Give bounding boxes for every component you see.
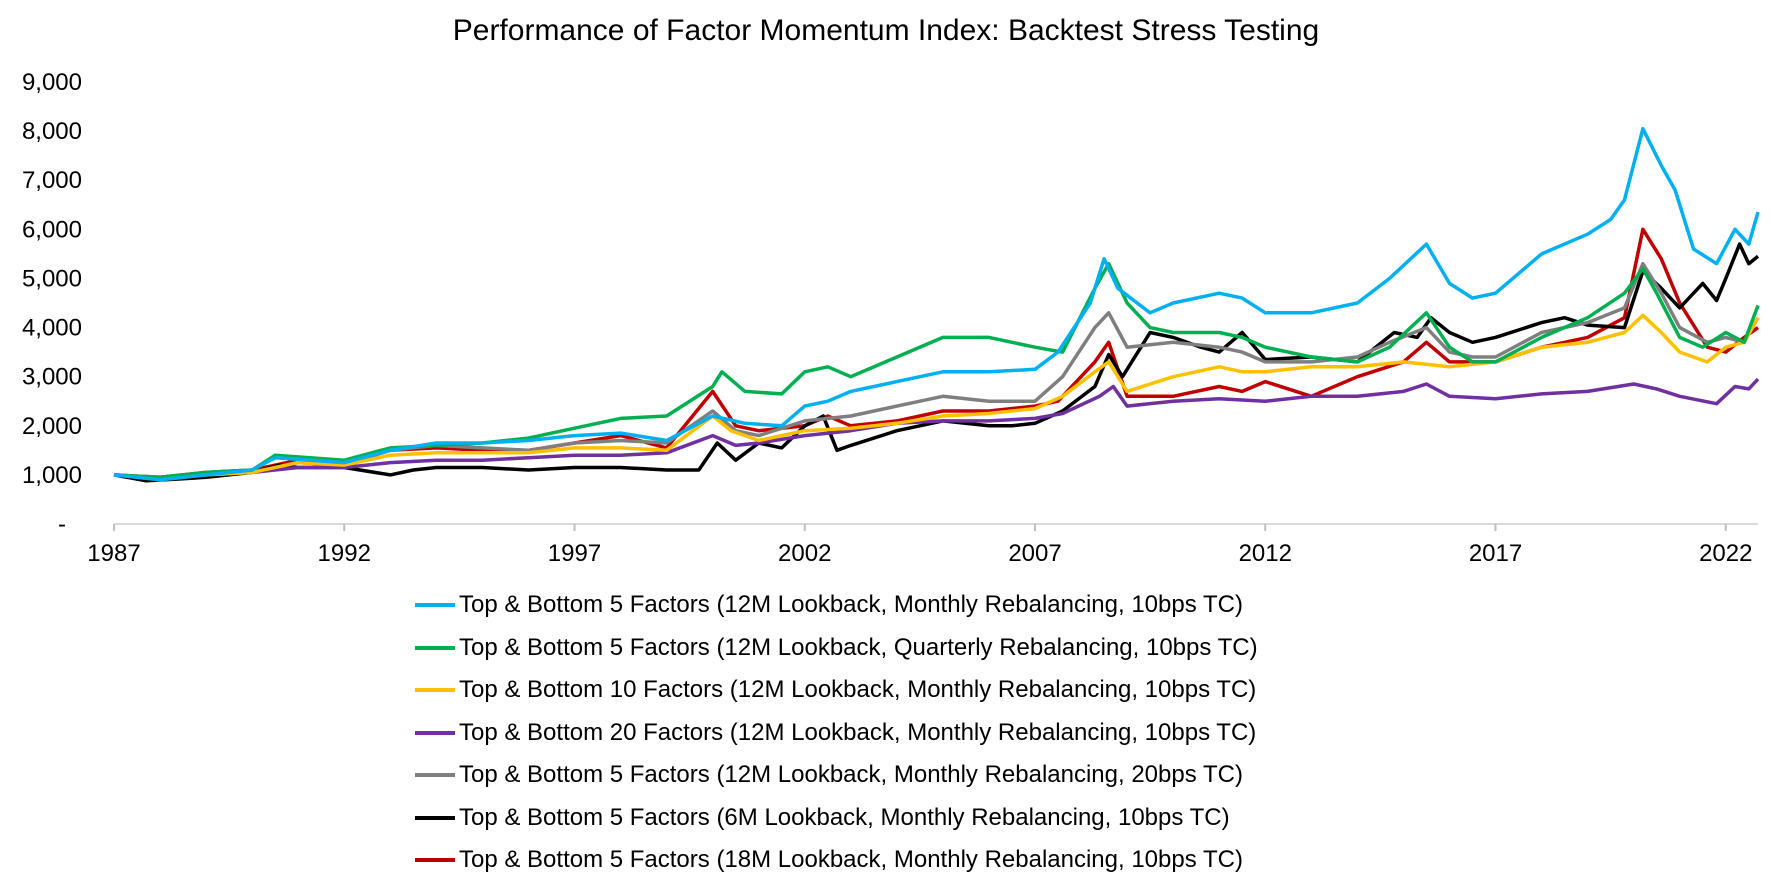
legend-swatch (415, 603, 455, 608)
legend-item: Top & Bottom 10 Factors (12M Lookback, M… (415, 669, 1258, 712)
y-axis: - 1,000 2,000 3,000 4,000 5,000 6,000 7,000 8,00… (22, 69, 82, 538)
line-chart: - 1,000 2,000 3,000 4,000 5,000 6,000 7,000 8,00… (22, 69, 1760, 567)
legend-swatch (415, 730, 455, 735)
y-tick-label: 3,000 (22, 364, 82, 391)
legend-swatch (415, 688, 455, 693)
x-tick-label: 2007 (1008, 540, 1061, 567)
x-tick-label: 1997 (548, 540, 601, 567)
y-tick-label: 5,000 (22, 265, 82, 292)
legend-item: Top & Bottom 5 Factors (12M Lookback, Mo… (415, 584, 1258, 627)
series-line-3 (113, 313, 1760, 480)
x-tick-label: 2017 (1469, 540, 1522, 567)
x-tick-label: 1987 (87, 540, 140, 567)
series-line-6 (113, 242, 1760, 483)
y-tick-label: 6,000 (22, 216, 82, 243)
legend-label: Top & Bottom 20 Factors (12M Lookback, M… (459, 718, 1257, 746)
series-line-7 (113, 227, 1760, 480)
y-tick-label: 8,000 (22, 118, 82, 145)
x-tick-label: 2002 (778, 540, 831, 567)
legend-swatch (415, 645, 455, 650)
legend-item: Top & Bottom 20 Factors (12M Lookback, M… (415, 712, 1258, 755)
y-tick-label: 1,000 (22, 462, 82, 489)
series-line-1 (113, 126, 1760, 482)
legend-item: Top & Bottom 5 Factors (6M Lookback, Mon… (415, 797, 1258, 840)
y-tick-label: 2,000 (22, 413, 82, 440)
legend-label: Top & Bottom 5 Factors (12M Lookback, Qu… (459, 633, 1258, 661)
y-tick-label: 7,000 (22, 167, 82, 194)
legend-label: Top & Bottom 5 Factors (6M Lookback, Mon… (459, 803, 1230, 831)
x-axis: 1987 1992 1997 2002 2007 2012 2017 2022 (87, 523, 1758, 567)
legend-label: Top & Bottom 5 Factors (12M Lookback, Mo… (459, 591, 1243, 619)
legend-item: Top & Bottom 5 Factors (18M Lookback, Mo… (415, 839, 1258, 882)
legend-swatch (415, 858, 455, 863)
legend-label: Top & Bottom 5 Factors (12M Lookback, Mo… (459, 761, 1243, 789)
y-tick-label: 4,000 (22, 315, 82, 342)
y-tick-label: - (58, 511, 66, 538)
legend-label: Top & Bottom 10 Factors (12M Lookback, M… (459, 676, 1257, 704)
legend-item: Top & Bottom 5 Factors (12M Lookback, Qu… (415, 627, 1258, 670)
legend-swatch (415, 773, 455, 778)
legend-label: Top & Bottom 5 Factors (18M Lookback, Mo… (459, 846, 1243, 874)
legend-item: Top & Bottom 5 Factors (12M Lookback, Mo… (415, 754, 1258, 797)
series-line-5 (113, 261, 1760, 482)
y-tick-label: 9,000 (22, 69, 82, 96)
series-line-2 (113, 261, 1760, 480)
series-line-4 (113, 377, 1760, 480)
series-layer (113, 126, 1760, 483)
x-tick-label: 2022 (1699, 540, 1752, 567)
legend-swatch (415, 815, 455, 820)
legend: Top & Bottom 5 Factors (12M Lookback, Mo… (415, 584, 1258, 882)
x-tick-label: 1992 (318, 540, 371, 567)
x-tick-label: 2012 (1239, 540, 1292, 567)
chart-title: Performance of Factor Momentum Index: Ba… (452, 14, 1320, 47)
